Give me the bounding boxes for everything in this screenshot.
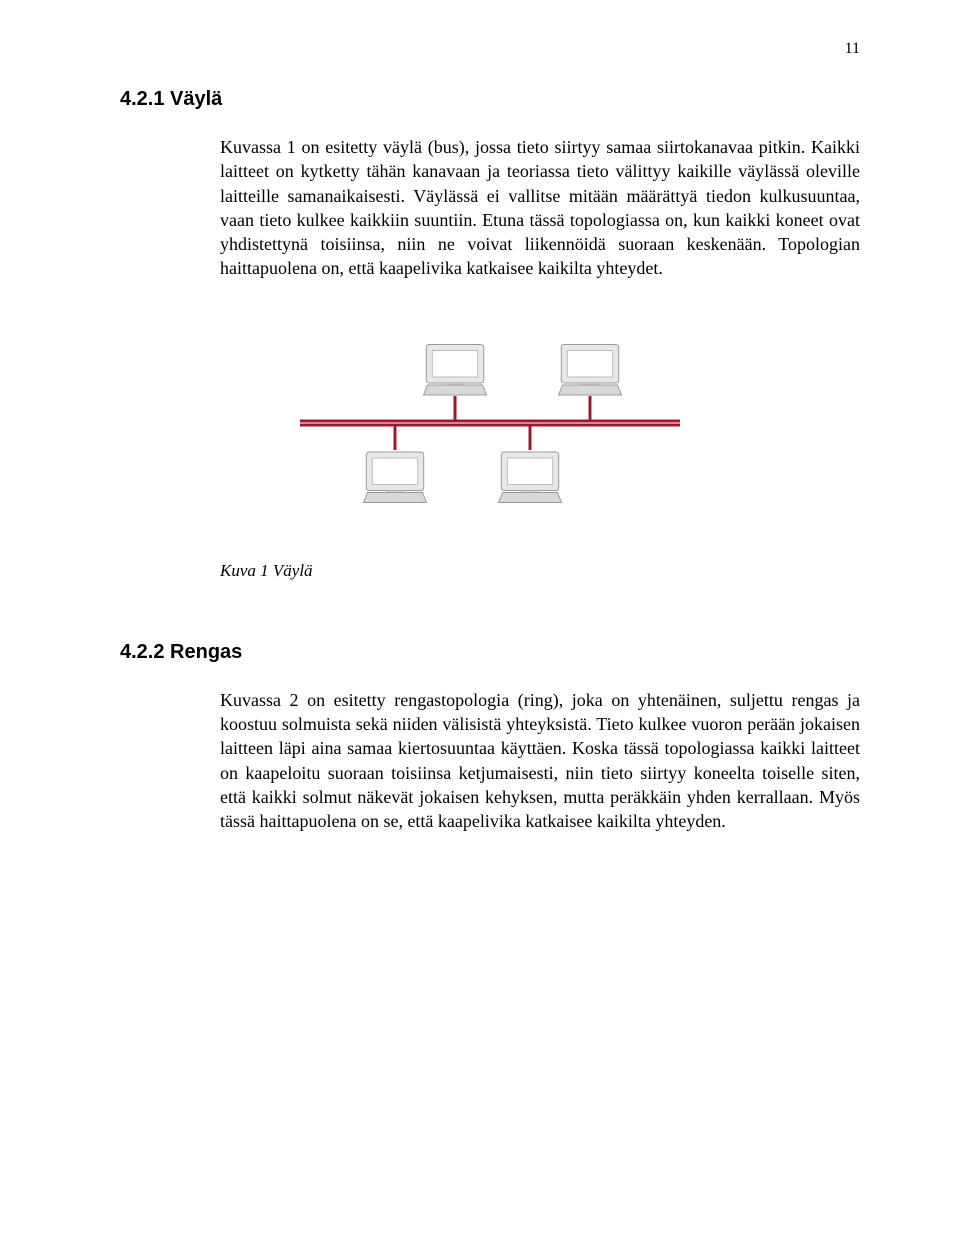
page-number: 11 (120, 40, 860, 58)
section-heading-vayla: 4.2.1 Väylä (120, 88, 860, 111)
bus-topology-diagram (120, 321, 860, 531)
paragraph-rengas: Kuvassa 2 on esitetty rengastopologia (r… (220, 688, 860, 834)
section-heading-rengas: 4.2.2 Rengas (120, 641, 860, 664)
paragraph-vayla: Kuvassa 1 on esitetty väylä (bus), jossa… (220, 135, 860, 281)
figure-caption-1: Kuva 1 Väylä (220, 561, 860, 581)
